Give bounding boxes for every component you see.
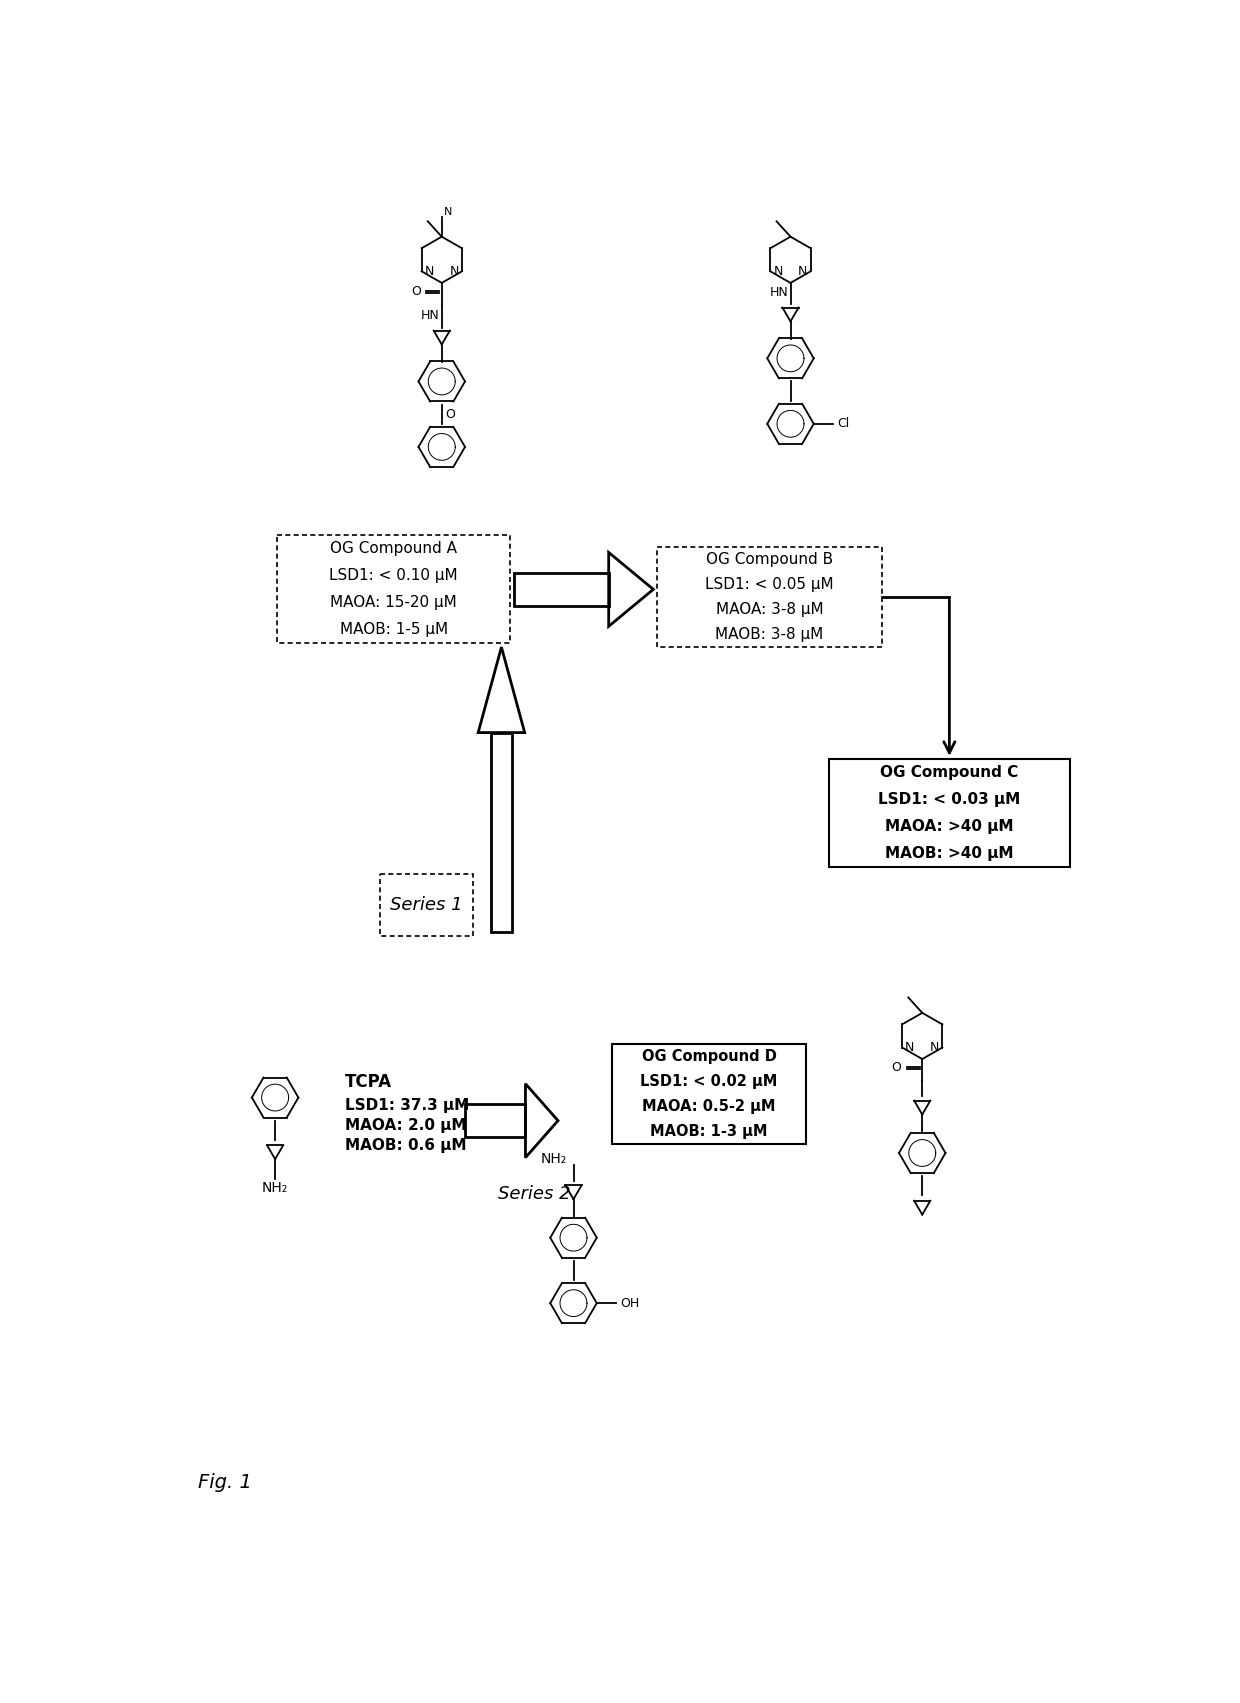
- Text: LSD1: < 0.03 μM: LSD1: < 0.03 μM: [878, 792, 1021, 807]
- Bar: [830, 760, 1069, 867]
- Text: MAOB: 0.6 μM: MAOB: 0.6 μM: [345, 1138, 466, 1153]
- Text: MAOA: 0.5-2 μM: MAOA: 0.5-2 μM: [642, 1098, 776, 1114]
- Text: N: N: [905, 1041, 915, 1054]
- Text: TCPA: TCPA: [345, 1073, 392, 1092]
- Text: MAOA: 2.0 μM: MAOA: 2.0 μM: [345, 1117, 466, 1132]
- Text: MAOA: 3-8 μM: MAOA: 3-8 μM: [715, 603, 823, 616]
- Text: Fig. 1: Fig. 1: [197, 1473, 252, 1492]
- Text: N: N: [444, 208, 453, 216]
- Text: LSD1: < 0.05 μM: LSD1: < 0.05 μM: [706, 577, 833, 593]
- Text: O: O: [892, 1061, 901, 1075]
- Text: OH: OH: [620, 1296, 640, 1310]
- Text: Cl: Cl: [837, 417, 849, 431]
- Text: MAOB: 1-5 μM: MAOB: 1-5 μM: [340, 622, 448, 637]
- Text: MAOA: 15-20 μM: MAOA: 15-20 μM: [330, 596, 458, 610]
- Text: HN: HN: [770, 286, 789, 298]
- Text: N: N: [774, 266, 782, 278]
- Text: LSD1: < 0.10 μM: LSD1: < 0.10 μM: [330, 569, 458, 584]
- Text: MAOB: 3-8 μM: MAOB: 3-8 μM: [715, 627, 823, 642]
- Text: N: N: [930, 1041, 939, 1054]
- Bar: [613, 1044, 806, 1144]
- Text: O: O: [410, 284, 420, 298]
- Text: OG Compound B: OG Compound B: [706, 552, 833, 567]
- Text: Series 2: Series 2: [498, 1185, 572, 1202]
- Text: NH₂: NH₂: [541, 1153, 567, 1167]
- Text: O: O: [445, 409, 455, 421]
- Text: NH₂: NH₂: [262, 1182, 288, 1196]
- Text: OG Compound A: OG Compound A: [330, 542, 458, 557]
- Bar: [657, 547, 882, 647]
- Text: MAOB: >40 μM: MAOB: >40 μM: [885, 846, 1013, 860]
- Text: OG Compound C: OG Compound C: [880, 765, 1018, 780]
- Text: OG Compound D: OG Compound D: [641, 1049, 776, 1064]
- Text: MAOA: >40 μM: MAOA: >40 μM: [885, 819, 1013, 834]
- Text: N: N: [449, 266, 459, 278]
- Text: Series 1: Series 1: [389, 896, 463, 915]
- Text: MAOB: 1-3 μM: MAOB: 1-3 μM: [650, 1124, 768, 1139]
- Text: N: N: [799, 266, 807, 278]
- Text: HN: HN: [420, 308, 439, 322]
- Text: N: N: [425, 266, 434, 278]
- Bar: [379, 874, 472, 937]
- Text: LSD1: < 0.02 μM: LSD1: < 0.02 μM: [640, 1073, 777, 1088]
- Bar: [278, 535, 510, 644]
- Text: LSD1: 37.3 μM: LSD1: 37.3 μM: [345, 1098, 469, 1112]
